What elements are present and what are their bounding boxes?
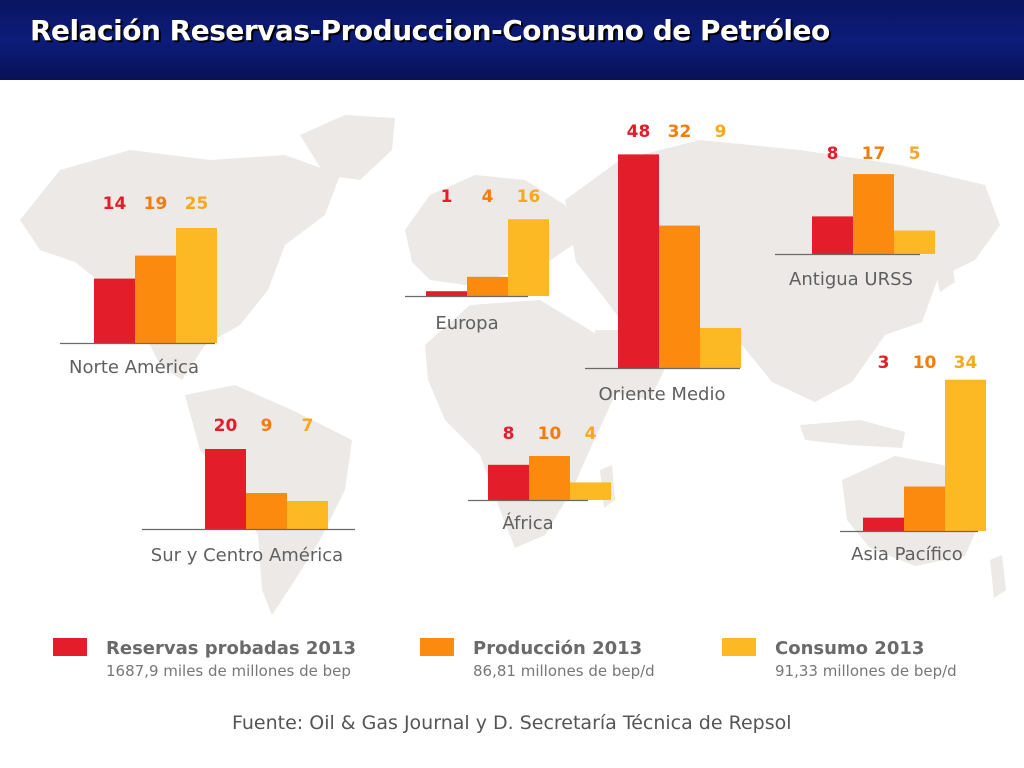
bar-consumo: [508, 219, 549, 296]
bar-reservas: [426, 291, 467, 296]
value-label-consumo: 34: [954, 353, 978, 373]
bar-consumo: [700, 327, 741, 368]
value-label-consumo: 7: [302, 416, 314, 436]
bar-produccion: [529, 456, 570, 500]
region-label: Norte América: [69, 357, 199, 378]
bar-consumo: [176, 228, 217, 343]
legend-total: 86,81 millones de bep/d: [473, 662, 655, 680]
bar-consumo: [287, 501, 328, 529]
region-oriente-medio: 48 32 9 Oriente Medio: [585, 122, 741, 405]
bar-reservas: [488, 464, 529, 500]
legend-item-reservas: Reservas probadas 2013 1687,9 miles de mi…: [53, 638, 356, 680]
value-label-reservas: 20: [214, 416, 238, 436]
bar-reservas: [618, 154, 659, 368]
region-africa: 8 10 4 África: [468, 424, 611, 534]
bar-consumo: [894, 230, 935, 254]
greenland-shape: [300, 115, 395, 180]
region-antigua-urss: 8 17 5 Antigua URSS: [775, 144, 935, 290]
region-europa: 1 4 16 Europa: [405, 187, 549, 334]
region-sur-y-centro-america: 20 9 7 Sur y Centro América: [142, 416, 355, 566]
bar-reservas: [94, 278, 135, 343]
value-label-produccion: 32: [668, 122, 692, 142]
value-label-consumo: 5: [909, 144, 921, 164]
region-asia-pacifico: 3 10 34 Asia Pacífico: [840, 353, 986, 565]
title-bar: Relación Reservas-Produccion-Consumo de …: [0, 0, 1024, 80]
legend: Reservas probadas 2013 1687,9 miles de mi…: [53, 638, 957, 680]
legend-swatch: [420, 638, 454, 656]
new-zealand-shape: [990, 555, 1006, 598]
bar-produccion: [853, 174, 894, 254]
source-note: Fuente: Oil & Gas Journal y D. Secretarí…: [232, 712, 792, 734]
value-label-consumo: 4: [585, 424, 597, 444]
bar-consumo: [570, 482, 611, 500]
legend-item-consumo: Consumo 2013 91,33 millones de bep/d: [722, 638, 957, 680]
value-label-reservas: 48: [627, 122, 651, 142]
region-norte-america: 14 19 25 Norte América: [60, 194, 217, 378]
value-label-reservas: 8: [827, 144, 839, 164]
legend-total: 91,33 millones de bep/d: [775, 662, 957, 680]
legend-swatch: [722, 638, 756, 656]
value-label-produccion: 9: [261, 416, 273, 436]
bar-reservas: [863, 517, 904, 531]
value-label-produccion: 17: [862, 144, 886, 164]
legend-item-produccion: Producción 2013 86,81 millones de bep/d: [420, 638, 655, 680]
value-label-reservas: 3: [878, 353, 890, 373]
value-label-reservas: 1: [441, 187, 453, 207]
bar-produccion: [246, 493, 287, 529]
value-label-consumo: 9: [715, 122, 727, 142]
value-label-produccion: 4: [482, 187, 494, 207]
value-label-consumo: 25: [185, 194, 209, 214]
region-label: Europa: [435, 313, 498, 334]
value-label-reservas: 8: [503, 424, 515, 444]
value-label-reservas: 14: [103, 194, 127, 214]
legend-total: 1687,9 miles de millones de bep: [106, 662, 351, 680]
bar-produccion: [135, 255, 176, 343]
legend-name: Reservas probadas 2013: [106, 638, 356, 659]
bar-consumo: [945, 379, 986, 531]
bar-produccion: [904, 486, 945, 531]
bar-reservas: [812, 216, 853, 254]
bar-produccion: [659, 225, 700, 368]
region-label: Sur y Centro América: [151, 545, 343, 566]
legend-name: Consumo 2013: [775, 638, 924, 659]
region-label: Oriente Medio: [599, 384, 726, 405]
legend-name: Producción 2013: [473, 638, 642, 659]
region-label: África: [502, 512, 553, 534]
value-label-produccion: 10: [913, 353, 937, 373]
region-label: Asia Pacífico: [851, 544, 963, 565]
legend-swatch: [53, 638, 87, 656]
bar-reservas: [205, 449, 246, 529]
slide-title: Relación Reservas-Produccion-Consumo de …: [30, 14, 830, 47]
value-label-produccion: 19: [144, 194, 168, 214]
value-label-consumo: 16: [517, 187, 541, 207]
value-label-produccion: 10: [538, 424, 562, 444]
region-label: Antigua URSS: [789, 269, 913, 290]
bar-produccion: [467, 276, 508, 296]
indonesia-shape: [800, 420, 905, 448]
japan-shape: [930, 238, 955, 292]
